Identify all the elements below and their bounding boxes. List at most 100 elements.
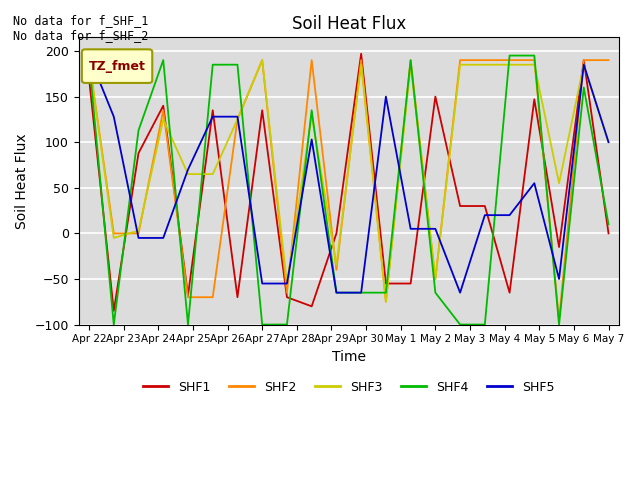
SHF4 (382, 290, 390, 296)
Line: SHF4: SHF4 (89, 56, 609, 324)
SHF5 (283, 281, 291, 287)
SHF5 (85, 53, 93, 59)
SHF2 (184, 294, 192, 300)
SHF1 (407, 281, 415, 287)
SHF5 (333, 290, 340, 296)
SHF3 (580, 62, 588, 68)
Text: No data for f_SHF_1
No data for f_SHF_2: No data for f_SHF_1 No data for f_SHF_2 (13, 14, 148, 42)
SHF5 (184, 167, 192, 172)
SHF1 (209, 108, 216, 113)
SHF2 (234, 117, 241, 122)
SHF3 (481, 62, 489, 68)
SHF1 (283, 294, 291, 300)
SHF2 (159, 108, 167, 113)
SHF3 (259, 57, 266, 63)
SHF5 (259, 281, 266, 287)
SHF4 (134, 128, 142, 133)
SHF3 (184, 171, 192, 177)
SHF3 (531, 62, 538, 68)
SHF4 (308, 108, 316, 113)
SHF3 (506, 62, 513, 68)
SHF3 (308, 112, 316, 118)
SHF2 (556, 317, 563, 323)
SHF1 (556, 244, 563, 250)
SHF3 (333, 263, 340, 268)
X-axis label: Time: Time (332, 350, 366, 364)
SHF2 (283, 290, 291, 296)
SHF4 (605, 221, 612, 227)
SHF2 (110, 230, 118, 236)
SHF4 (85, 57, 93, 63)
SHF2 (407, 57, 415, 63)
SHF5 (209, 114, 216, 120)
SHF2 (85, 57, 93, 63)
SHF2 (209, 294, 216, 300)
SHF5 (556, 276, 563, 282)
SHF1 (357, 51, 365, 57)
Line: SHF5: SHF5 (89, 56, 609, 293)
SHF3 (556, 180, 563, 186)
SHF4 (110, 322, 118, 327)
SHF4 (556, 322, 563, 327)
SHF5 (431, 226, 439, 232)
SHF5 (234, 114, 241, 120)
SHF5 (506, 212, 513, 218)
SHF5 (580, 62, 588, 68)
SHF3 (382, 299, 390, 305)
SHF1 (456, 203, 464, 209)
SHF3 (431, 276, 439, 282)
Line: SHF3: SHF3 (89, 60, 609, 302)
SHF1 (481, 203, 489, 209)
SHF4 (283, 322, 291, 327)
Line: SHF1: SHF1 (89, 54, 609, 311)
SHF1 (605, 230, 612, 236)
SHF3 (110, 235, 118, 241)
SHF3 (85, 57, 93, 63)
SHF2 (134, 230, 142, 236)
SHF2 (580, 57, 588, 63)
Y-axis label: Soil Heat Flux: Soil Heat Flux (15, 133, 29, 229)
SHF5 (605, 139, 612, 145)
Legend: SHF1, SHF2, SHF3, SHF4, SHF5: SHF1, SHF2, SHF3, SHF4, SHF5 (138, 376, 560, 399)
SHF3 (456, 62, 464, 68)
SHF1 (308, 303, 316, 309)
SHF2 (481, 57, 489, 63)
SHF5 (357, 290, 365, 296)
SHF4 (531, 53, 538, 59)
SHF2 (357, 57, 365, 63)
SHF3 (134, 228, 142, 234)
SHF2 (456, 57, 464, 63)
SHF4 (333, 290, 340, 296)
SHF4 (259, 322, 266, 327)
SHF4 (209, 62, 216, 68)
SHF5 (308, 137, 316, 143)
SHF1 (184, 292, 192, 298)
SHF4 (506, 53, 513, 59)
SHF1 (431, 94, 439, 99)
SHF5 (382, 94, 390, 99)
SHF1 (134, 150, 142, 156)
SHF4 (431, 290, 439, 296)
SHF3 (234, 117, 241, 122)
SHF3 (283, 281, 291, 287)
SHF5 (481, 212, 489, 218)
SHF1 (234, 294, 241, 300)
SHF2 (259, 57, 266, 63)
SHF5 (407, 226, 415, 232)
SHF5 (134, 235, 142, 241)
Title: Soil Heat Flux: Soil Heat Flux (292, 15, 406, 33)
SHF1 (333, 230, 340, 236)
Text: TZ_fmet: TZ_fmet (88, 60, 145, 72)
SHF4 (159, 57, 167, 63)
SHF4 (407, 57, 415, 63)
SHF5 (456, 290, 464, 296)
SHF4 (184, 322, 192, 327)
SHF4 (580, 84, 588, 90)
SHF1 (259, 108, 266, 113)
SHF2 (506, 57, 513, 63)
SHF4 (234, 62, 241, 68)
SHF1 (110, 308, 118, 314)
SHF4 (456, 322, 464, 327)
SHF4 (357, 290, 365, 296)
SHF1 (85, 75, 93, 81)
